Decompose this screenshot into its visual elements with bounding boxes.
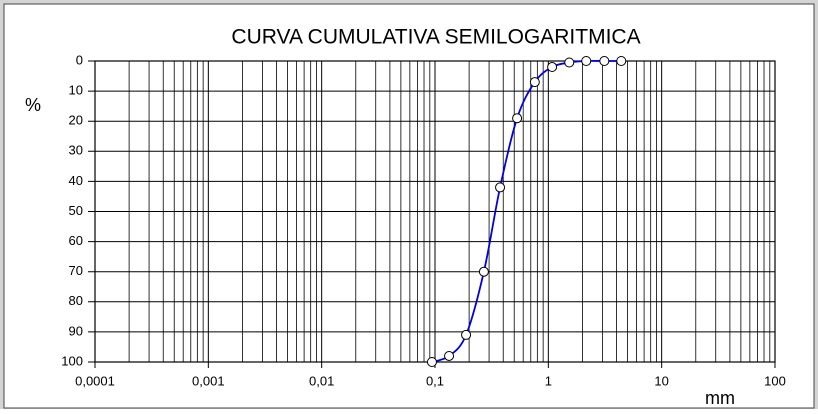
chart-title: CURVA CUMULATIVA SEMILOGARITMICA [231, 26, 640, 49]
x-tick-label: 0,01 [309, 373, 334, 388]
data-point [426, 357, 437, 367]
data-point [495, 182, 506, 193]
y-tick-label: 20 [69, 113, 83, 128]
x-tick-label: 10 [654, 373, 668, 388]
y-tick-label: 40 [69, 173, 83, 188]
x-tick-label: 0,1 [426, 373, 444, 388]
data-point [461, 329, 472, 340]
data-point [564, 57, 575, 68]
data-point [599, 56, 610, 66]
y-tick-label: 50 [69, 203, 83, 218]
data-point [547, 62, 558, 73]
x-tick-label: 0,0001 [75, 373, 115, 388]
y-tick-label: 0 [76, 52, 83, 67]
y-tick-label: 70 [69, 263, 83, 278]
x-tick-label: 100 [764, 373, 786, 388]
data-point [478, 266, 489, 277]
y-axis-label: % [25, 95, 41, 115]
x-tick-label: 0,001 [192, 373, 225, 388]
y-tick-label: 30 [69, 143, 83, 158]
data-point [512, 113, 523, 124]
data-point [616, 56, 627, 66]
y-tick-label: 10 [69, 83, 83, 98]
y-tick-label: 100 [61, 353, 83, 368]
data-point [581, 56, 592, 66]
y-tick-label: 60 [69, 233, 83, 248]
x-axis-label: mm [705, 388, 735, 408]
data-point [529, 77, 540, 88]
y-tick-label: 90 [69, 323, 83, 338]
x-tick-label: 1 [545, 373, 552, 388]
data-point [444, 350, 455, 361]
chart-background [3, 3, 815, 409]
y-tick-label: 80 [69, 293, 83, 308]
